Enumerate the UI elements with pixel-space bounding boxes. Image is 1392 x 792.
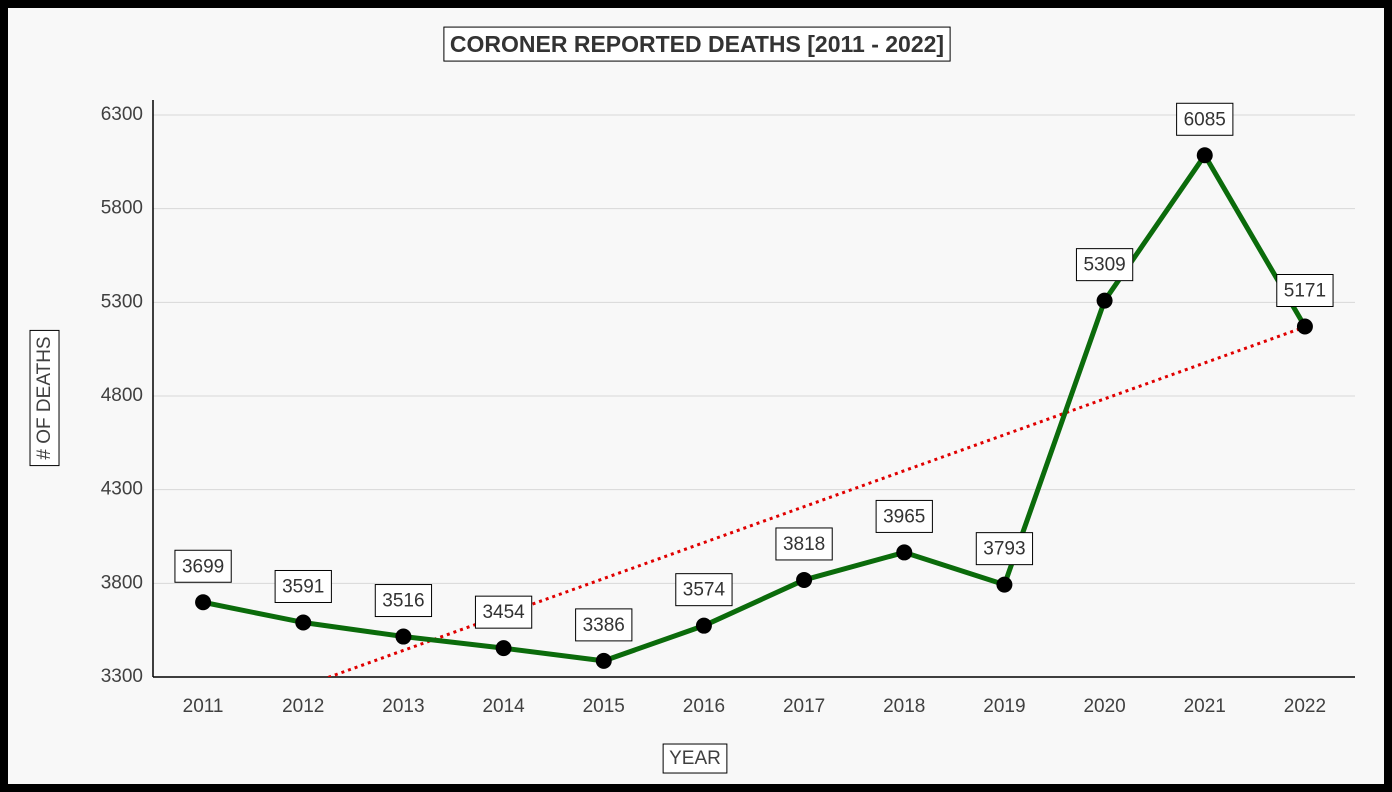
x-tick-label: 2011 [183, 696, 224, 717]
data-label: 5309 [1083, 255, 1125, 276]
x-tick-label: 2012 [282, 696, 324, 717]
data-point [796, 571, 813, 588]
data-point [495, 640, 512, 657]
x-tick-label: 2019 [983, 696, 1025, 717]
title-box: CORONER REPORTED DEATHS [2011 - 2022] [443, 26, 951, 62]
data-label-group: 3965 [875, 499, 933, 533]
y-tick-label: 6300 [101, 104, 143, 125]
y-tick-label: 5300 [101, 291, 143, 312]
data-label-group: 5309 [1075, 248, 1134, 282]
data-label-group: 5171 [1276, 273, 1334, 307]
data-point [896, 544, 913, 561]
x-label-box: YEAR [662, 743, 728, 774]
data-label-box [374, 584, 433, 618]
x-tick-label: 2016 [683, 696, 725, 717]
data-label-box [1176, 102, 1234, 136]
data-label: 3965 [883, 506, 925, 527]
data-label-box [274, 569, 332, 603]
x-tick-label: 2015 [583, 696, 625, 717]
data-label-box [1276, 273, 1334, 307]
data-label: 3386 [583, 615, 625, 636]
y-label-box: # OF DEATHS [29, 329, 60, 467]
x-tick-label: 2017 [783, 696, 825, 717]
data-label: 3699 [182, 556, 224, 577]
data-label-box [575, 608, 633, 642]
data-label-box [1075, 248, 1134, 282]
y-tick-label: 5800 [101, 198, 143, 219]
x-axis-label: YEAR [669, 748, 721, 769]
data-label-box [675, 573, 733, 607]
label-border [662, 743, 728, 774]
data-label-box [775, 527, 833, 561]
data-point [195, 594, 212, 611]
trendline [324, 325, 1306, 677]
data-point [395, 628, 412, 645]
y-tick-label: 3300 [101, 666, 143, 687]
data-label-box [975, 532, 1034, 566]
data-label-group: 3793 [975, 532, 1034, 566]
x-tick-label: 2014 [482, 696, 525, 717]
data-label-group: 6085 [1176, 102, 1234, 136]
data-label-box [474, 595, 533, 629]
data-label: 3591 [282, 577, 324, 598]
data-point [996, 576, 1013, 593]
data-label: 6085 [1184, 109, 1226, 130]
data-label-box [174, 549, 232, 583]
data-label-group: 3386 [575, 608, 633, 642]
data-point [695, 617, 712, 634]
label-border [29, 329, 60, 467]
x-tick-label: 2013 [382, 696, 424, 717]
data-point [595, 652, 612, 669]
data-label-group: 3591 [274, 569, 332, 603]
data-label-group: 3818 [775, 527, 833, 561]
data-label-group: 3574 [675, 573, 733, 607]
data-label: 3793 [983, 539, 1025, 560]
y-tick-label: 4300 [101, 479, 143, 500]
label-border [443, 26, 951, 62]
y-tick-label: 3800 [101, 572, 143, 593]
data-point [1296, 318, 1313, 335]
data-label-group: 3516 [374, 584, 433, 618]
y-tick-label: 4800 [101, 385, 143, 406]
data-point [295, 614, 312, 631]
data-label: 3574 [683, 580, 726, 601]
x-tick-label: 2020 [1083, 696, 1125, 717]
x-tick-label: 2018 [883, 696, 925, 717]
data-point [1196, 147, 1213, 164]
data-label: 5171 [1284, 281, 1326, 302]
chart-title: CORONER REPORTED DEATHS [2011 - 2022] [450, 31, 944, 57]
x-tick-label: 2021 [1184, 696, 1226, 717]
data-label: 3454 [482, 602, 525, 623]
x-tick-label: 2022 [1284, 696, 1326, 717]
data-label: 3818 [783, 534, 825, 555]
data-label-box [875, 499, 933, 533]
data-point [1096, 292, 1113, 309]
data-label-group: 3699 [174, 549, 232, 583]
data-label-group: 3454 [474, 595, 533, 629]
data-label: 3516 [382, 591, 424, 612]
y-axis-label: # OF DEATHS [34, 336, 55, 459]
